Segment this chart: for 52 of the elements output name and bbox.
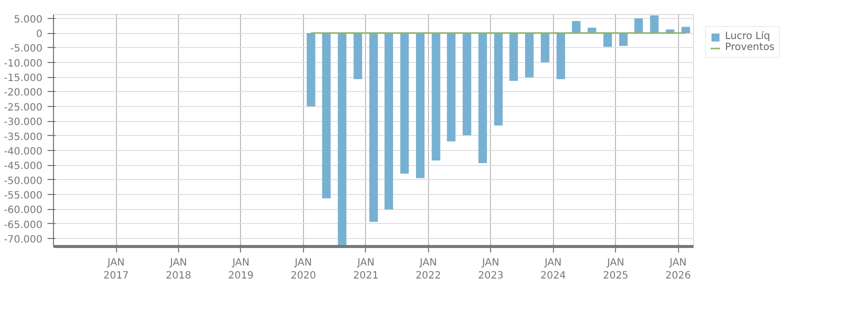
bar — [400, 33, 409, 174]
y-tick-label: -50.000 — [4, 176, 43, 187]
bar — [306, 33, 316, 106]
bar — [619, 33, 628, 46]
x-tick-label: JAN 2018 — [166, 258, 192, 282]
bar — [588, 28, 596, 33]
y-tick-label: -20.000 — [4, 88, 43, 99]
bar — [354, 33, 362, 80]
bar — [634, 18, 643, 33]
legend-label: Proventos — [725, 42, 775, 53]
bar — [322, 33, 331, 198]
bar — [338, 33, 346, 246]
bar — [509, 33, 518, 81]
x-tick-label: JAN 2026 — [665, 258, 691, 282]
x-tick-label: JAN 2024 — [540, 258, 566, 282]
bar — [556, 33, 566, 80]
y-tick-label: -70.000 — [4, 234, 43, 246]
bar — [478, 33, 487, 164]
x-tick-label: JAN 2021 — [353, 258, 379, 282]
y-tick-label: 0 — [36, 29, 43, 40]
bar — [682, 26, 690, 33]
y-tick-label: -25.000 — [4, 102, 43, 114]
y-tick-label: -30.000 — [4, 117, 43, 128]
bar — [369, 33, 378, 222]
legend-label: Lucro Líq — [725, 31, 770, 42]
x-tick-label: JAN 2017 — [103, 258, 129, 282]
y-tick-label: -5.000 — [10, 44, 43, 55]
y-tick-label: -10.000 — [4, 58, 43, 70]
bar — [572, 20, 580, 33]
bar — [603, 33, 612, 47]
x-tick-label: JAN 2019 — [228, 258, 254, 282]
x-tick-label: JAN 2023 — [478, 258, 504, 282]
bar — [446, 33, 456, 142]
y-tick-label: -45.000 — [4, 161, 43, 172]
bar — [525, 33, 534, 78]
x-tick-label: JAN 2020 — [290, 258, 316, 282]
bar — [432, 33, 440, 160]
y-tick-label: -55.000 — [4, 190, 43, 202]
x-tick-label: JAN 2025 — [602, 258, 628, 282]
y-tick-label: -15.000 — [4, 73, 43, 84]
bar — [650, 15, 659, 33]
y-tick-label: -60.000 — [4, 205, 43, 216]
bar — [462, 33, 472, 136]
x-tick-label: JAN 2022 — [416, 258, 442, 282]
bar — [540, 33, 550, 62]
bar — [416, 33, 425, 178]
bar — [384, 33, 394, 210]
y-tick-label: -40.000 — [4, 146, 43, 158]
y-tick-label: -65.000 — [4, 220, 43, 231]
bar — [494, 33, 503, 126]
y-tick-label: 5.000 — [14, 14, 43, 26]
y-tick-label: -35.000 — [4, 132, 43, 143]
